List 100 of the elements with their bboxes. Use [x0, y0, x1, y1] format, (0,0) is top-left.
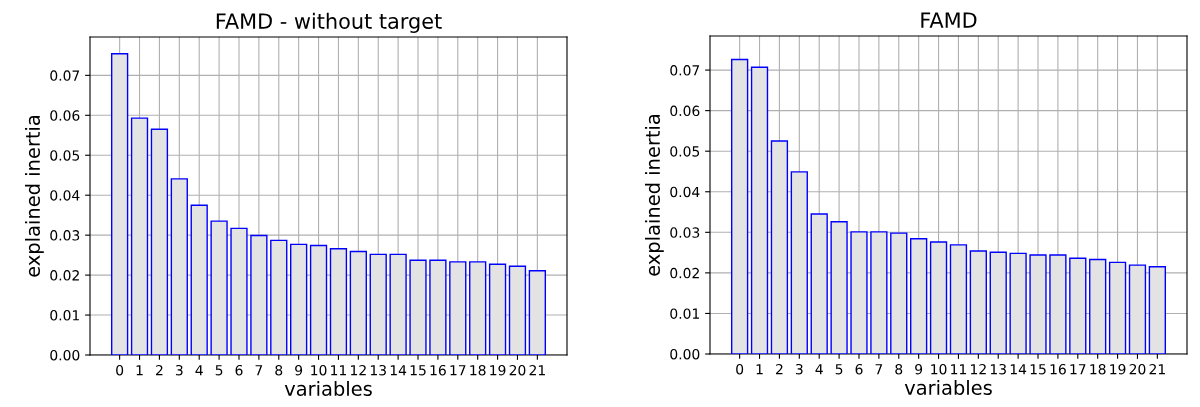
bar [528, 270, 547, 355]
x-tick-label: 13 [990, 363, 1006, 375]
bar [830, 221, 848, 354]
y-tick-label: 0.04 [670, 186, 700, 198]
x-tick-label: 6 [235, 364, 243, 376]
x-tick-label: 11 [951, 364, 966, 375]
x-tick-label: 17 [450, 365, 466, 376]
bar [1049, 254, 1067, 354]
chart-title: FAMD - without target [216, 12, 442, 33]
bar [850, 231, 868, 354]
y-tick-label: 0.00 [670, 348, 700, 360]
x-tick-label: 3 [175, 364, 183, 376]
bar [910, 238, 928, 354]
x-tick-label: 4 [815, 364, 823, 375]
y-tick-label: 0.01 [50, 310, 79, 321]
bar [290, 243, 308, 355]
x-tick-label: 15 [410, 365, 426, 376]
y-tick-label: 0.07 [50, 70, 80, 81]
x-tick-label: 9 [915, 363, 923, 375]
bar [130, 117, 149, 355]
bar [1069, 257, 1087, 354]
x-tick-label: 15 [1030, 364, 1046, 375]
bar [270, 239, 288, 355]
bar [250, 234, 268, 355]
bar [1029, 254, 1047, 354]
bar [389, 253, 407, 355]
x-tick-label: 5 [215, 365, 223, 376]
bar [349, 250, 367, 355]
bar [1108, 261, 1127, 354]
x-tick-label: 19 [1110, 363, 1126, 375]
bar [309, 244, 328, 355]
x-tick-label: 14 [390, 365, 407, 376]
x-tick-label: 10 [931, 363, 947, 375]
x-tick-label: 12 [351, 364, 366, 376]
y-tick-label: 0.02 [670, 267, 699, 279]
x-tick-label: 8 [895, 363, 903, 375]
y-axis-title: explained inertia [644, 114, 664, 276]
x-tick-label: 21 [529, 364, 545, 376]
y-tick-label: 0.06 [670, 105, 700, 117]
bar [810, 213, 828, 354]
x-tick-label: 16 [1050, 363, 1066, 375]
bar [870, 231, 888, 354]
y-tick-label: 0.07 [670, 65, 700, 76]
chart-title: FAMD [921, 12, 977, 28]
x-tick-label: 5 [835, 364, 843, 375]
y-tick-label: 0.05 [50, 150, 80, 161]
x-tick-label: 1 [756, 364, 763, 375]
bar [929, 241, 948, 354]
x-tick-label: 9 [295, 364, 303, 376]
x-tick-label: 18 [1090, 363, 1106, 375]
x-tick-label: 2 [156, 364, 163, 376]
x-tick-label: 8 [275, 364, 283, 376]
bar [1009, 252, 1027, 354]
x-tick-label: 3 [795, 363, 803, 375]
y-tick-label: 0.03 [50, 230, 80, 241]
bar [230, 227, 248, 355]
bar [890, 232, 908, 354]
bar [1089, 258, 1107, 354]
bar [949, 244, 968, 354]
bar [770, 140, 789, 354]
bar [508, 265, 527, 355]
x-tick-label: 1 [136, 365, 143, 376]
x-tick-label: 6 [855, 363, 863, 375]
x-tick-label: 14 [1010, 364, 1027, 375]
y-tick-label: 0.02 [50, 270, 79, 281]
bar [449, 261, 467, 355]
y-tick-label: 0.06 [50, 110, 80, 121]
bar [150, 128, 169, 355]
bar [488, 263, 507, 355]
x-tick-label: 17 [1070, 364, 1086, 375]
x-tick-label: 16 [430, 364, 446, 376]
x-tick-label: 19 [490, 364, 506, 376]
x-axis-title: variables [284, 380, 372, 396]
x-tick-label: 11 [331, 365, 346, 376]
bar [429, 259, 447, 355]
bar [1128, 264, 1147, 354]
bar [210, 220, 228, 355]
x-tick-label: 2 [776, 363, 783, 375]
bar [989, 251, 1007, 354]
bar [969, 250, 987, 354]
bar [1148, 266, 1167, 354]
bar [329, 248, 348, 355]
x-axis-title: variables [904, 379, 992, 395]
x-tick-label: 18 [470, 364, 486, 376]
x-tick-label: 12 [971, 363, 986, 375]
bar [190, 204, 208, 355]
bar [369, 253, 387, 355]
y-tick-label: 0.00 [50, 349, 80, 361]
bar [170, 178, 188, 355]
y-tick-label: 0.01 [670, 308, 699, 319]
bar [730, 58, 749, 354]
x-tick-label: 13 [370, 364, 386, 376]
y-tick-label: 0.05 [670, 146, 700, 157]
y-tick-label: 0.04 [50, 190, 80, 201]
bar [110, 53, 129, 355]
x-tick-label: 21 [1149, 363, 1165, 375]
x-tick-label: 20 [1129, 363, 1146, 375]
bar [750, 66, 769, 354]
bar [790, 171, 808, 354]
x-tick-label: 0 [116, 364, 124, 376]
